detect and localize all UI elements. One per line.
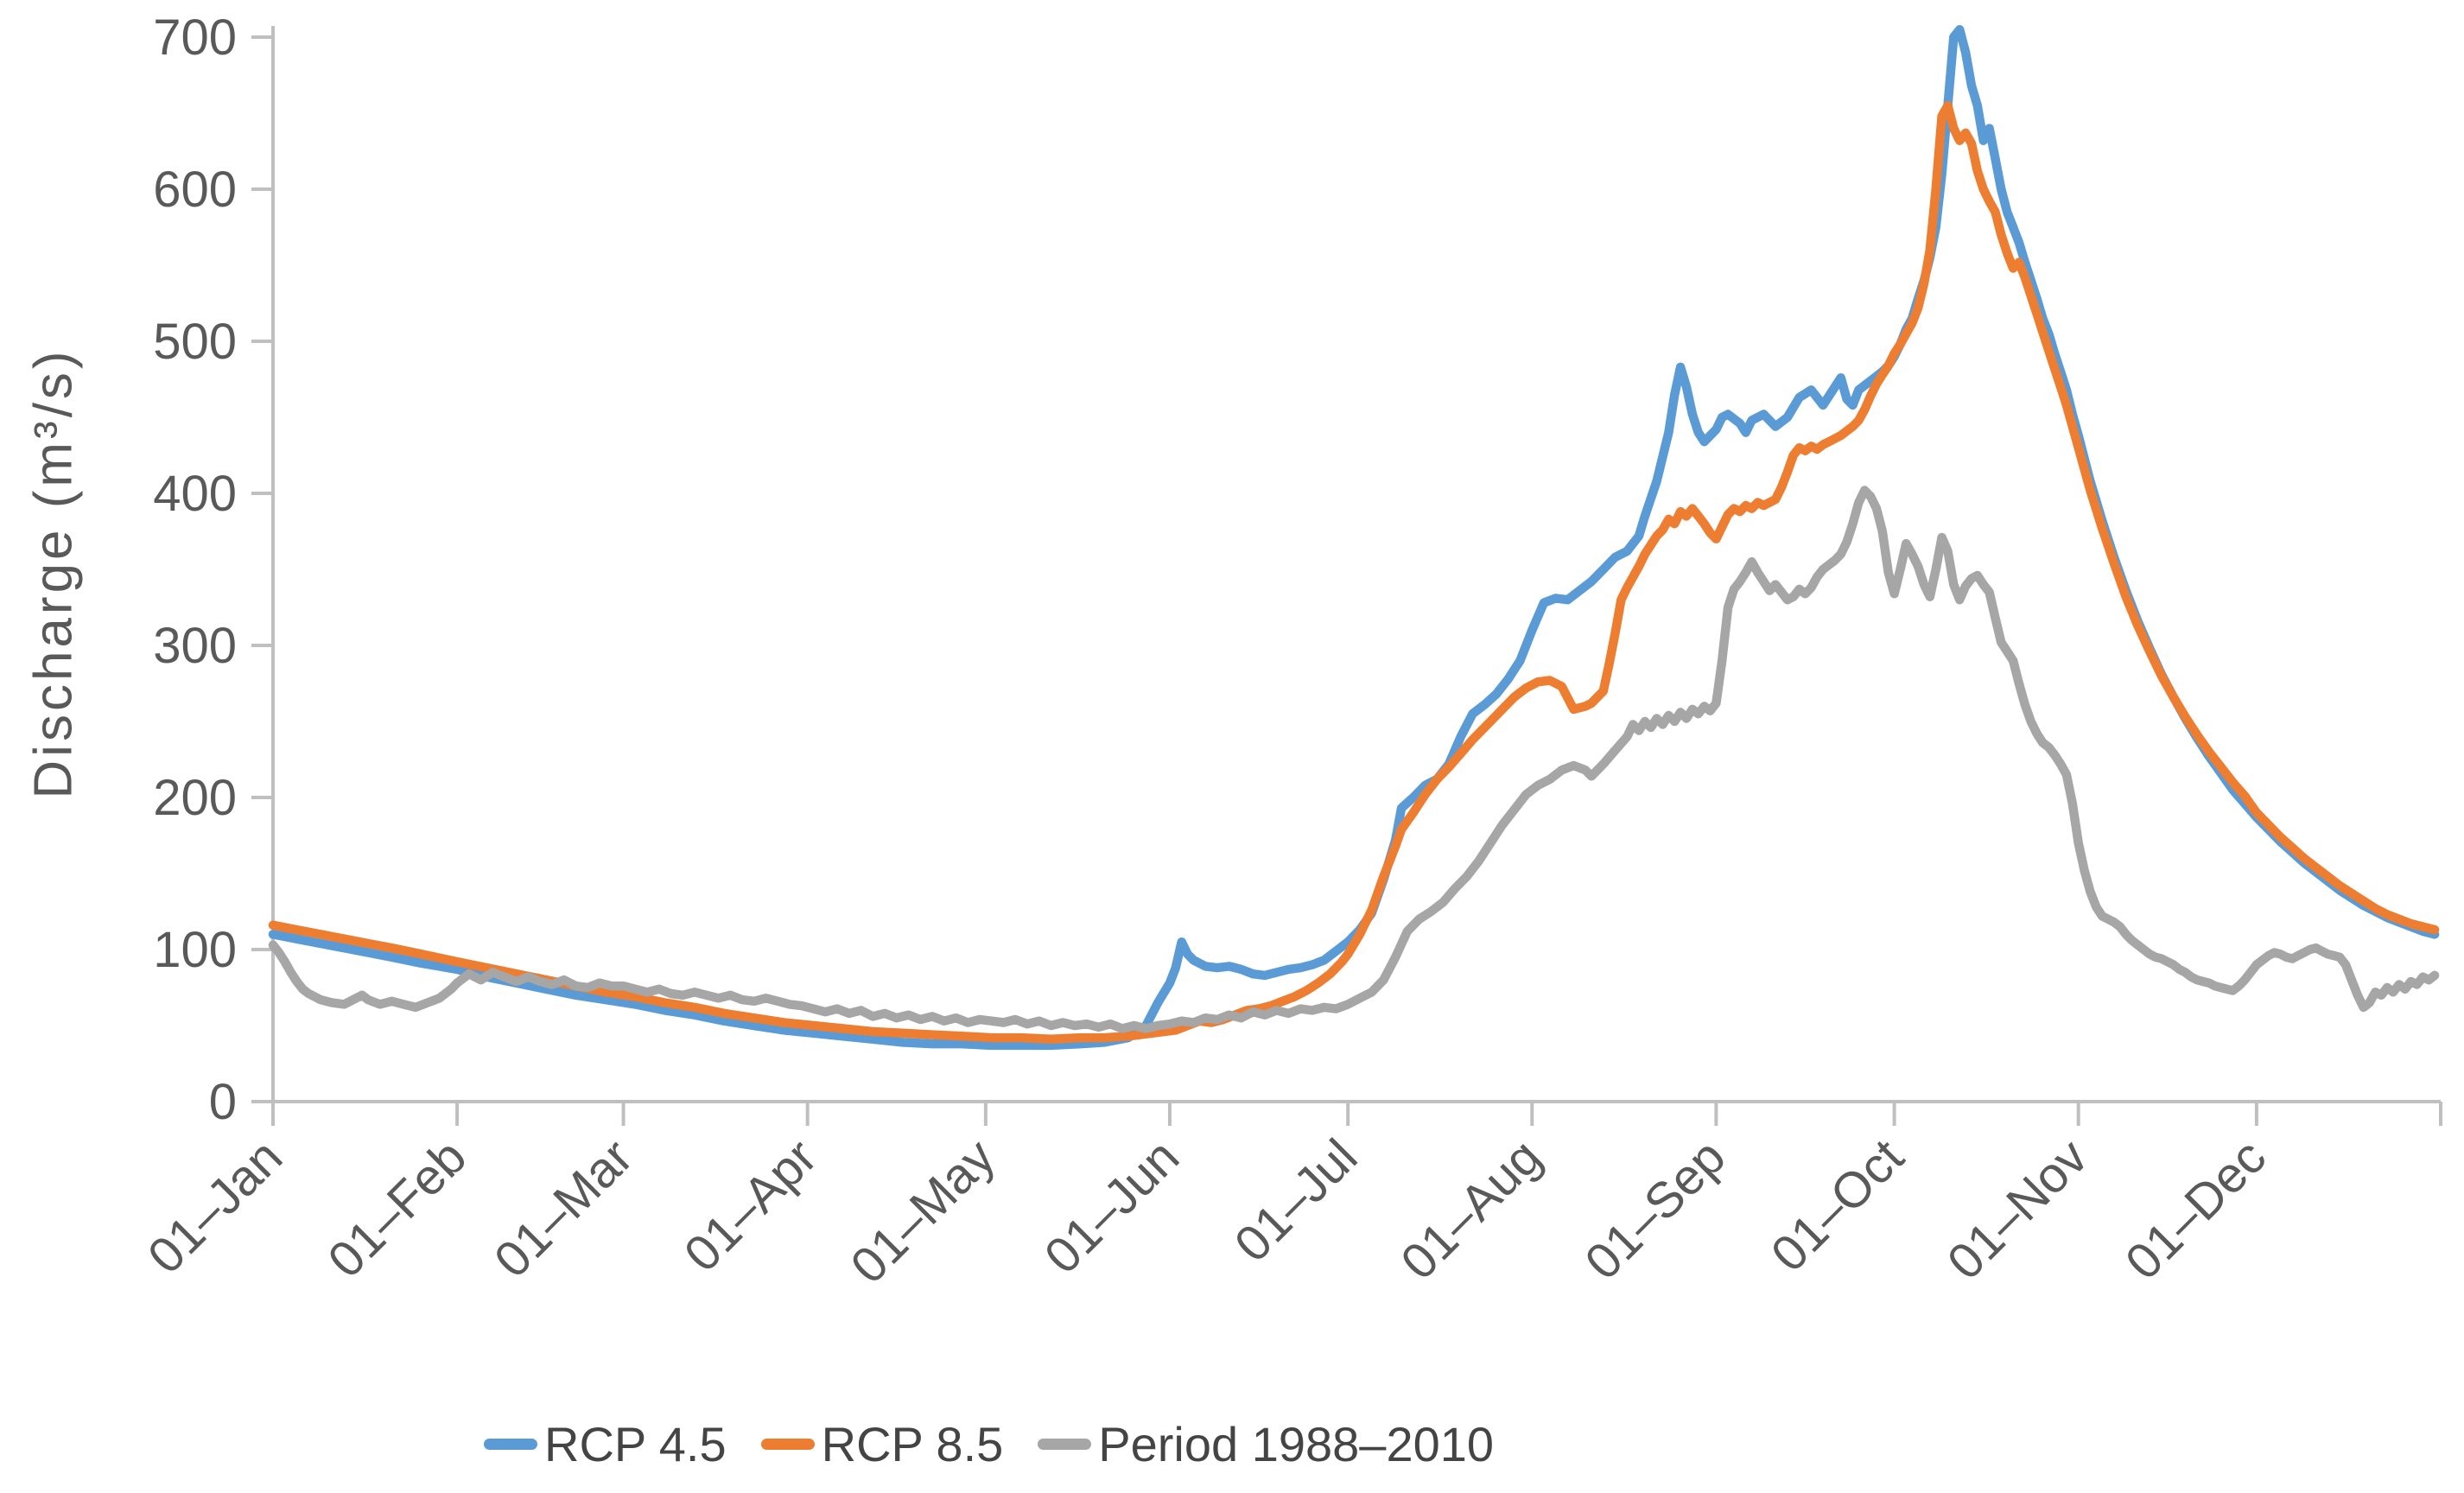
- x-tick-label: 01–Apr: [674, 1128, 828, 1282]
- legend-item-rcp85: RCP 8.5: [760, 1416, 1004, 1472]
- legend-line-swatch-rcp85: [760, 1438, 815, 1450]
- y-tick-label: 700: [153, 10, 237, 66]
- y-tick-label: 400: [153, 466, 237, 522]
- legend-line-swatch-rcp45: [484, 1438, 537, 1450]
- y-tick-label: 0: [209, 1074, 237, 1130]
- x-tick-label: 01–Sep: [1574, 1128, 1736, 1290]
- series-line-period-1988-2010: [268, 486, 2440, 1033]
- y-tick-label: 300: [153, 618, 237, 674]
- x-tick-label: 01–Mar: [484, 1128, 644, 1288]
- x-tick-label: 01–Jul: [1224, 1128, 1369, 1273]
- y-tick-label: 500: [153, 314, 237, 370]
- series-line-rcp-4-5: [268, 24, 2440, 1051]
- y-axis-title: Discharge (m³/s): [23, 347, 84, 799]
- x-tick-label: 01–Oct: [1761, 1128, 1915, 1282]
- legend-item-rcp45: RCP 4.5: [484, 1416, 727, 1472]
- x-tick-label: 01–Jan: [137, 1128, 294, 1285]
- x-tick-label: 01–Nov: [1937, 1128, 2099, 1290]
- y-tick-label: 100: [153, 922, 237, 978]
- x-tick-label: 01–May: [840, 1128, 1006, 1294]
- y-tick-label: 600: [153, 162, 237, 218]
- x-tick-label: 01–Feb: [317, 1128, 477, 1288]
- legend-item-period: Period 1988–2010: [1038, 1416, 1494, 1472]
- legend-line-swatch-period: [1038, 1438, 1092, 1450]
- chart-legend: RCP 4.5 RCP 8.5 Period 1988–2010: [484, 1407, 1494, 1481]
- x-tick-label: 01–Aug: [1390, 1128, 1552, 1290]
- legend-label: RCP 8.5: [821, 1416, 1004, 1471]
- legend-label: RCP 4.5: [544, 1416, 727, 1471]
- legend-label: Period 1988–2010: [1098, 1416, 1495, 1471]
- x-tick-label: 01–Dec: [2115, 1128, 2277, 1290]
- y-tick-label: 200: [153, 770, 237, 826]
- x-tick-label: 01–Jun: [1034, 1128, 1191, 1285]
- series-line-rcp-8-5: [268, 100, 2440, 1045]
